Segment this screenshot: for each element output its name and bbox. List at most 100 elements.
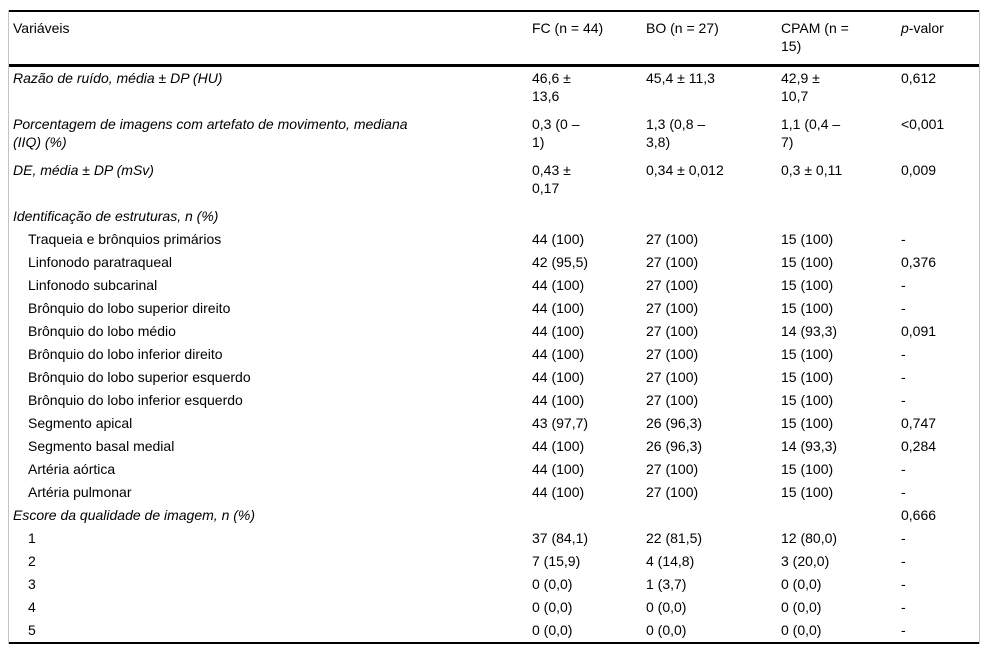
cell-fc: 44 (100)	[532, 346, 585, 362]
col-header-p-valor: p-valor	[901, 10, 979, 67]
table-row: Escore da qualidade de imagem, n (%) 0,66…	[9, 504, 979, 527]
cell-bo: 27 (100)	[646, 461, 699, 477]
cell-p-valor: 0,666	[901, 507, 937, 523]
cell-p-valor: -	[901, 300, 906, 316]
table-row: Razão de ruído, média ± DP (HU) 46,6 ± 13…	[9, 66, 979, 114]
cell-variavel: Escore da qualidade de imagem, n (%)	[13, 507, 256, 523]
cell-cpam: 3 (20,0)	[781, 553, 830, 569]
cell-cpam: 12 (80,0)	[781, 530, 838, 546]
cell-fc: 46,6 ± 13,6	[532, 70, 571, 104]
cell-variavel: Artéria pulmonar	[28, 484, 132, 500]
col-header-bo: BO (n = 27)	[646, 10, 781, 67]
cell-variavel: Linfonodo paratraqueal	[28, 254, 173, 270]
table-row: 3 0 (0,0) 1 (3,7) 0 (0,0) -	[9, 573, 979, 596]
cell-p-valor: -	[901, 553, 906, 569]
cell-fc: 42 (95,5)	[532, 254, 589, 270]
cell-p-valor: 0,747	[901, 415, 937, 431]
cell-bo: 27 (100)	[646, 254, 699, 270]
cell-cpam: 0 (0,0)	[781, 576, 822, 592]
cell-fc: 44 (100)	[532, 323, 585, 339]
cell-p-valor: 0,376	[901, 254, 937, 270]
col-header-variaveis: Variáveis	[9, 10, 532, 67]
cell-fc: 44 (100)	[532, 231, 585, 247]
table-row: 2 7 (15,9) 4 (14,8) 3 (20,0) -	[9, 550, 979, 573]
table-row: Traqueia e brônquios primários 44 (100) 27…	[9, 228, 979, 251]
cell-cpam: 14 (93,3)	[781, 323, 838, 339]
cell-p-valor: -	[901, 619, 979, 644]
table-row: Brônquio do lobo superior esquerdo 44 (10…	[9, 366, 979, 389]
cell-bo: 1 (3,7)	[646, 576, 687, 592]
cell-variavel: Segmento apical	[28, 415, 133, 431]
cell-bo: 27 (100)	[646, 484, 699, 500]
cell-bo	[646, 205, 781, 228]
cell-bo: 1,3 (0,8 – 3,8)	[646, 116, 706, 150]
cell-cpam: 0 (0,0)	[781, 599, 822, 615]
cell-p-valor: -	[901, 530, 906, 546]
cell-p-valor: 0,009	[901, 162, 937, 178]
cell-variavel: Artéria aórtica	[28, 461, 116, 477]
cell-bo	[646, 504, 781, 527]
cell-bo: 45,4 ± 11,3	[646, 70, 715, 86]
cell-variavel: 2	[28, 553, 36, 569]
cell-cpam: 42,9 ± 10,7	[781, 70, 820, 104]
cell-cpam: 15 (100)	[781, 415, 834, 431]
cell-fc: 0 (0,0)	[532, 599, 573, 615]
table-row: Brônquio do lobo superior direito 44 (100…	[9, 297, 979, 320]
cell-variavel: Razão de ruído, média ± DP (HU)	[13, 70, 223, 86]
cell-bo: 4 (14,8)	[646, 553, 695, 569]
cell-cpam: 0 (0,0)	[781, 619, 901, 644]
cell-fc: 44 (100)	[532, 438, 585, 454]
cell-fc: 44 (100)	[532, 277, 585, 293]
cell-p-valor: 0,612	[901, 70, 937, 86]
cell-p-valor: -	[901, 392, 906, 408]
table-body: Razão de ruído, média ± DP (HU) 46,6 ± 13…	[9, 66, 979, 644]
cell-bo: 26 (96,3)	[646, 415, 703, 431]
cell-fc	[532, 205, 646, 228]
cell-cpam: 15 (100)	[781, 369, 834, 385]
cell-p-valor	[901, 205, 979, 228]
cell-fc: 37 (84,1)	[532, 530, 589, 546]
col-header-fc: FC (n = 44)	[532, 10, 646, 67]
cell-p-valor: -	[901, 461, 906, 477]
cell-fc: 44 (100)	[532, 484, 585, 500]
cell-fc	[532, 504, 646, 527]
cell-p-valor: -	[901, 576, 906, 592]
cell-p-valor: -	[901, 484, 906, 500]
header-row: Variáveis FC (n = 44) BO (n = 27) CPAM (…	[9, 10, 979, 67]
cell-bo: 26 (96,3)	[646, 438, 703, 454]
cell-bo: 27 (100)	[646, 392, 699, 408]
cell-variavel: Brônquio do lobo médio	[28, 323, 176, 339]
table-row: Segmento basal medial 44 (100) 26 (96,3) 14…	[9, 435, 979, 458]
col-header-cpam: CPAM (n = 15)	[781, 10, 901, 67]
cell-bo: 27 (100)	[646, 300, 699, 316]
results-table: Variáveis FC (n = 44) BO (n = 27) CPAM (…	[9, 10, 979, 644]
cell-fc: 0,3 (0 – 1)	[532, 116, 580, 150]
cell-cpam: 15 (100)	[781, 484, 834, 500]
table-row: Artéria aórtica 44 (100) 27 (100) 15 (100) -	[9, 458, 979, 481]
cell-variavel: Brônquio do lobo inferior esquerdo	[28, 392, 243, 408]
cell-fc: 44 (100)	[532, 392, 585, 408]
table-row: Brônquio do lobo médio 44 (100) 27 (100) 14…	[9, 320, 979, 343]
cell-cpam: 15 (100)	[781, 461, 834, 477]
table-row: 1 37 (84,1) 22 (81,5) 12 (80,0) -	[9, 527, 979, 550]
cell-variavel: Brônquio do lobo inferior direito	[28, 346, 223, 362]
cell-p-valor: -	[901, 599, 906, 615]
table-row: Identificação de estruturas, n (%)	[9, 205, 979, 228]
table-row: Artéria pulmonar 44 (100) 27 (100) 15 (100)…	[9, 481, 979, 504]
cell-bo: 27 (100)	[646, 231, 699, 247]
results-table-container: Variáveis FC (n = 44) BO (n = 27) CPAM (…	[8, 10, 980, 644]
cell-fc: 44 (100)	[532, 461, 585, 477]
cell-bo: 0 (0,0)	[646, 599, 687, 615]
cell-cpam: 1,1 (0,4 – 7)	[781, 116, 841, 150]
cell-variavel: Linfonodo subcarinal	[28, 277, 158, 293]
table-row: 4 0 (0,0) 0 (0,0) 0 (0,0) -	[9, 596, 979, 619]
cell-p-valor: -	[901, 277, 906, 293]
cell-fc: 0 (0,0)	[532, 619, 646, 644]
cell-fc: 44 (100)	[532, 369, 585, 385]
cell-p-valor: -	[901, 346, 906, 362]
p-valor-rest: -valor	[908, 20, 944, 36]
cell-bo: 27 (100)	[646, 323, 699, 339]
cell-p-valor: <0,001	[901, 116, 945, 132]
cell-bo: 0,34 ± 0,012	[646, 162, 724, 178]
cell-variavel: DE, média ± DP (mSv)	[13, 162, 154, 178]
